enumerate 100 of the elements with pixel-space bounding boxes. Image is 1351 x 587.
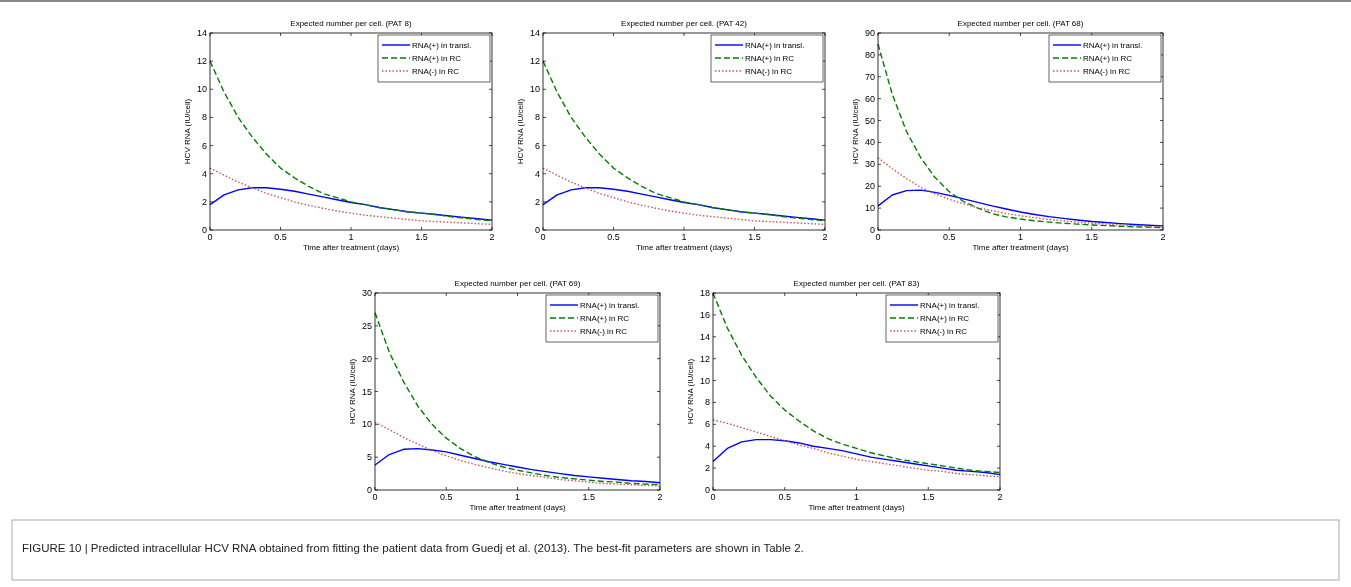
y-tick-label: 10 — [699, 375, 710, 386]
line-series — [542, 187, 826, 221]
y-tick-label: 10 — [196, 84, 207, 95]
y-tick-label: 50 — [864, 115, 875, 126]
chart-title: Expected number per cell. (PAT 68) — [957, 19, 1084, 28]
y-tick-label: 25 — [361, 320, 372, 331]
x-tick-label: 2 — [997, 492, 1003, 502]
x-tick-label: 1.5 — [921, 492, 935, 502]
y-tick-label: 14 — [196, 28, 207, 38]
legend-label: RNA(+) in transl. — [1083, 41, 1143, 50]
x-axis-title: Time after treatment (days) — [635, 243, 733, 252]
line-series — [712, 292, 1001, 474]
y-tick-label: 4 — [704, 441, 710, 452]
x-tick-label: 1.5 — [415, 232, 428, 242]
line-series — [877, 157, 1164, 228]
legend-label: RNA(+) in RC — [580, 314, 630, 323]
legend-label: RNA(-) in RC — [745, 67, 793, 76]
y-axis-title: HCV RNA (IU/cell) — [183, 98, 192, 165]
caption: FIGURE 10 | Predicted intracellular HCV RNA obtained from fitting the patient data from Guedj et al. (2013). The best-fit parameters are shown in Table 2. — [22, 542, 804, 554]
legend-label: RNA(-) in RC — [920, 327, 968, 336]
y-tick-label: 30 — [864, 159, 875, 170]
x-tick-label: 0.5 — [439, 492, 453, 502]
line-series — [209, 187, 493, 221]
legend-label: RNA(+) in RC — [1083, 54, 1133, 63]
chart-title: Expected number per cell. (PAT 42) — [621, 19, 748, 28]
line-series — [712, 438, 1001, 476]
x-tick-label: 2 — [489, 232, 495, 242]
y-tick-label: 8 — [534, 112, 540, 123]
chart-title: Expected number per cell. (PAT 83) — [793, 279, 920, 288]
y-tick-label: 12 — [699, 353, 710, 364]
y-tick-label: 70 — [864, 71, 875, 82]
legend-label: RNA(+) in transl. — [920, 301, 980, 310]
y-axis-title: HCV RNA (IU/cell) — [516, 98, 525, 165]
y-tick-label: 4 — [534, 168, 540, 179]
y-tick-label: 5 — [366, 452, 372, 463]
x-tick-label: 1 — [681, 232, 687, 242]
y-tick-label: 6 — [704, 419, 710, 430]
y-tick-label: 16 — [699, 309, 710, 320]
legend-label: RNA(+) in RC — [745, 54, 795, 63]
line-series — [877, 189, 1164, 227]
x-tick-label: 2 — [657, 492, 663, 502]
line-series — [374, 447, 661, 484]
x-tick-label: 1.5 — [748, 232, 761, 242]
x-axis-title: Time after treatment (days) — [469, 503, 566, 512]
y-axis-title: HCV RNA (IU/cell) — [348, 358, 357, 425]
y-tick-label: 40 — [864, 137, 875, 148]
y-tick-label: 10 — [864, 203, 875, 214]
legend-label: RNA(+) in RC — [920, 314, 970, 323]
y-tick-label: 30 — [361, 288, 372, 298]
x-tick-label: 1 — [1017, 232, 1024, 242]
y-tick-label: 0 — [534, 225, 540, 235]
x-axis-title: Time after treatment (days) — [972, 243, 1069, 252]
y-tick-label: 12 — [529, 56, 540, 67]
legend-label: RNA(+) in transl. — [745, 41, 805, 50]
y-tick-label: 10 — [529, 84, 540, 95]
y-tick-label: 10 — [361, 419, 372, 430]
x-tick-label: 1 — [514, 492, 521, 502]
legend-label: RNA(-) in RC — [412, 67, 460, 76]
y-tick-label: 4 — [201, 168, 207, 179]
chart-title: Expected number per cell. (PAT 69) — [454, 279, 581, 288]
legend-label: RNA(-) in RC — [580, 327, 628, 336]
y-tick-label: 0 — [869, 225, 875, 235]
y-tick-label: 0 — [704, 485, 710, 495]
y-tick-label: 0 — [366, 485, 372, 495]
y-tick-label: 6 — [534, 140, 540, 151]
y-axis-title: HCV RNA (IU/cell) — [686, 358, 695, 425]
x-tick-label: 1 — [853, 492, 860, 502]
y-tick-label: 8 — [201, 112, 207, 123]
x-tick-label: 2 — [822, 232, 828, 242]
legend-label: RNA(+) in transl. — [580, 301, 640, 310]
x-tick-label: 2 — [1160, 232, 1166, 242]
x-tick-label: 1.5 — [1085, 232, 1099, 242]
y-tick-label: 2 — [704, 463, 710, 474]
y-tick-label: 14 — [699, 331, 710, 342]
y-tick-label: 20 — [864, 181, 875, 192]
x-tick-label: 0.5 — [274, 232, 287, 242]
y-tick-label: 90 — [864, 28, 875, 38]
x-tick-label: 1.5 — [582, 492, 596, 502]
x-tick-label: 0.5 — [942, 232, 956, 242]
y-tick-label: 15 — [361, 386, 372, 397]
y-tick-label: 12 — [196, 56, 207, 67]
y-tick-label: 8 — [704, 397, 710, 408]
x-tick-label: 0.5 — [778, 492, 792, 502]
line-series — [374, 312, 661, 486]
legend-label: RNA(+) in RC — [412, 54, 462, 63]
legend-label: RNA(-) in RC — [1083, 67, 1131, 76]
y-tick-label: 18 — [699, 288, 710, 298]
line-series — [374, 421, 661, 487]
x-axis-title: Time after treatment (days) — [808, 503, 905, 512]
y-tick-label: 2 — [201, 196, 207, 207]
legend-label: RNA(+) in transl. — [412, 41, 472, 50]
chart-title: Expected number per cell. (PAT 8) — [290, 19, 413, 28]
y-tick-label: 20 — [361, 353, 372, 364]
y-tick-label: 6 — [201, 140, 207, 151]
x-tick-label: 0.5 — [607, 232, 620, 242]
y-tick-label: 14 — [529, 28, 540, 38]
y-tick-label: 0 — [201, 225, 207, 235]
y-axis-title: HCV RNA (IU/cell) — [851, 98, 860, 165]
x-tick-label: 1 — [348, 232, 354, 242]
y-tick-label: 2 — [534, 196, 540, 207]
